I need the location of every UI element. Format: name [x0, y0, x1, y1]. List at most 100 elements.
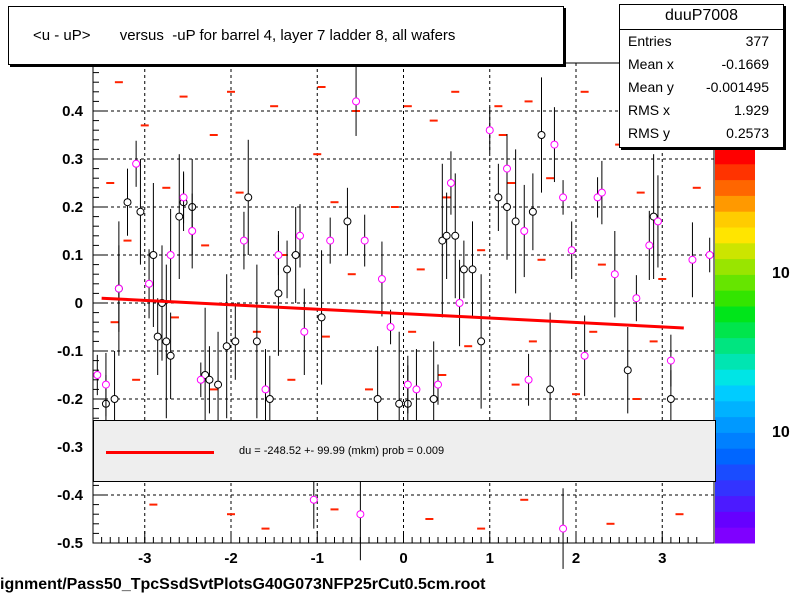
data-point-magenta [239, 236, 248, 245]
color-scale-segment [715, 511, 755, 528]
data-point-magenta [485, 126, 494, 135]
stats-divider [620, 29, 783, 30]
data-point-magenta [300, 327, 309, 336]
data-point-black [623, 366, 632, 375]
data-point-magenta [261, 385, 270, 394]
data-point-magenta [196, 375, 205, 384]
data-point-magenta [632, 294, 641, 303]
stats-label: RMS y [628, 125, 670, 141]
data-point-black [222, 342, 231, 351]
color-scale-segment [715, 195, 755, 212]
data-point-magenta [434, 380, 442, 389]
data-point-black [274, 289, 283, 298]
stats-value: -0.001495 [705, 79, 769, 95]
data-point-magenta [653, 217, 662, 226]
color-scale-segment [715, 227, 755, 244]
data-point-black [537, 131, 546, 139]
data-point-magenta [666, 356, 675, 365]
data-point-magenta [377, 275, 386, 283]
stats-row-mean-y: Mean y -0.001495 [620, 79, 783, 101]
y-tick-label: 0.3 [62, 151, 83, 168]
color-scale-segment [715, 321, 755, 339]
y-tick-label: 0.4 [62, 103, 84, 120]
data-point-black [395, 399, 404, 408]
color-scale-segment [715, 495, 755, 512]
data-point-magenta [567, 246, 576, 255]
data-point-magenta [356, 510, 365, 519]
y-tick-label: -0.2 [57, 391, 83, 408]
data-point-magenta [188, 227, 197, 235]
axes: -3 -2 -1 0 1 2 3 -0.5 -0.4 -0.3 -0.2 -0.1 0 0.1 0.2 0.3… [57, 72, 698, 567]
data-point-magenta [386, 323, 395, 331]
color-scale-segment [715, 163, 755, 181]
data-point-black [494, 193, 503, 202]
data-point-black [175, 212, 184, 221]
data-point-magenta [597, 188, 606, 197]
data-point-magenta [309, 495, 318, 504]
data-point-magenta [352, 97, 361, 106]
stats-row-mean-x: Mean x -0.1669 [620, 56, 783, 78]
x-tick-label: 2 [572, 550, 580, 567]
data-point-black [343, 217, 352, 226]
y-tick-label: -0.4 [57, 487, 84, 504]
y-tick-label: 0.1 [62, 247, 83, 264]
file-path-footer: ignment/Pass50_TpcSsdSvtPlotsG40G073NFP2… [0, 576, 486, 593]
data-point-black [136, 207, 145, 216]
data-point-magenta [559, 193, 568, 202]
data-point-magenta [403, 380, 412, 389]
stats-row-rms-y: RMS y 0.2573 [620, 125, 783, 147]
fit-legend-box: du = -248.52 +- 99.99 (mkm) prob = 0.009 [93, 420, 716, 482]
data-point-magenta [688, 255, 697, 264]
color-scale-bar: 10 10 [715, 148, 790, 544]
color-scale-label: 10 [772, 265, 790, 282]
stats-histogram-name: duuP7008 [665, 7, 738, 24]
x-tick-label: -1 [311, 550, 324, 567]
stats-row-rms-x: RMS x 1.929 [620, 102, 783, 124]
color-scale-segment [715, 479, 755, 497]
data-point-magenta [610, 270, 619, 279]
data-point-black [528, 207, 537, 216]
data-marks [93, 66, 714, 569]
color-scale-segment [715, 369, 755, 386]
stats-label: Entries [628, 33, 672, 49]
color-scale-segment [715, 448, 755, 465]
data-point-black [373, 395, 382, 403]
data-point-magenta [550, 140, 559, 149]
color-scale-segment [715, 464, 755, 481]
y-tick-label: 0.2 [62, 199, 83, 216]
title-box: <u - uP> versus -uP for barrel 4, layer … [8, 6, 564, 65]
color-scale-segment [715, 148, 755, 165]
data-point-black [429, 395, 438, 403]
data-point-black [231, 337, 240, 346]
data-point-black [214, 380, 223, 389]
data-point-black [442, 231, 451, 240]
x-tick-label: 3 [658, 550, 666, 567]
data-point-magenta [360, 236, 369, 245]
data-point-black [468, 265, 477, 274]
y-tick-label: -0.1 [57, 343, 83, 360]
data-point-black [205, 375, 214, 384]
stats-label: Mean x [628, 56, 674, 72]
data-point-magenta [412, 385, 421, 394]
data-point-magenta [145, 279, 154, 288]
data-point-magenta [455, 299, 464, 307]
stats-value: -0.1669 [721, 56, 769, 72]
data-point-black [283, 265, 292, 274]
data-point-black [149, 251, 158, 259]
color-scale-segment [715, 400, 755, 418]
color-scale-segment [715, 337, 755, 354]
data-point-black [666, 395, 675, 403]
color-scale-segment [715, 179, 755, 196]
color-scale-segment [715, 211, 755, 228]
data-point-magenta [166, 251, 175, 259]
data-point-magenta [179, 193, 188, 202]
data-point-magenta [296, 231, 304, 240]
color-scale-segment [715, 416, 755, 433]
data-point-magenta [645, 241, 654, 250]
data-point-magenta [101, 380, 110, 389]
stats-value: 377 [745, 33, 769, 49]
data-point-magenta [705, 251, 714, 259]
color-scale-segment [715, 274, 755, 291]
color-scale-label: 10 [772, 424, 790, 441]
data-point-black [459, 265, 468, 274]
